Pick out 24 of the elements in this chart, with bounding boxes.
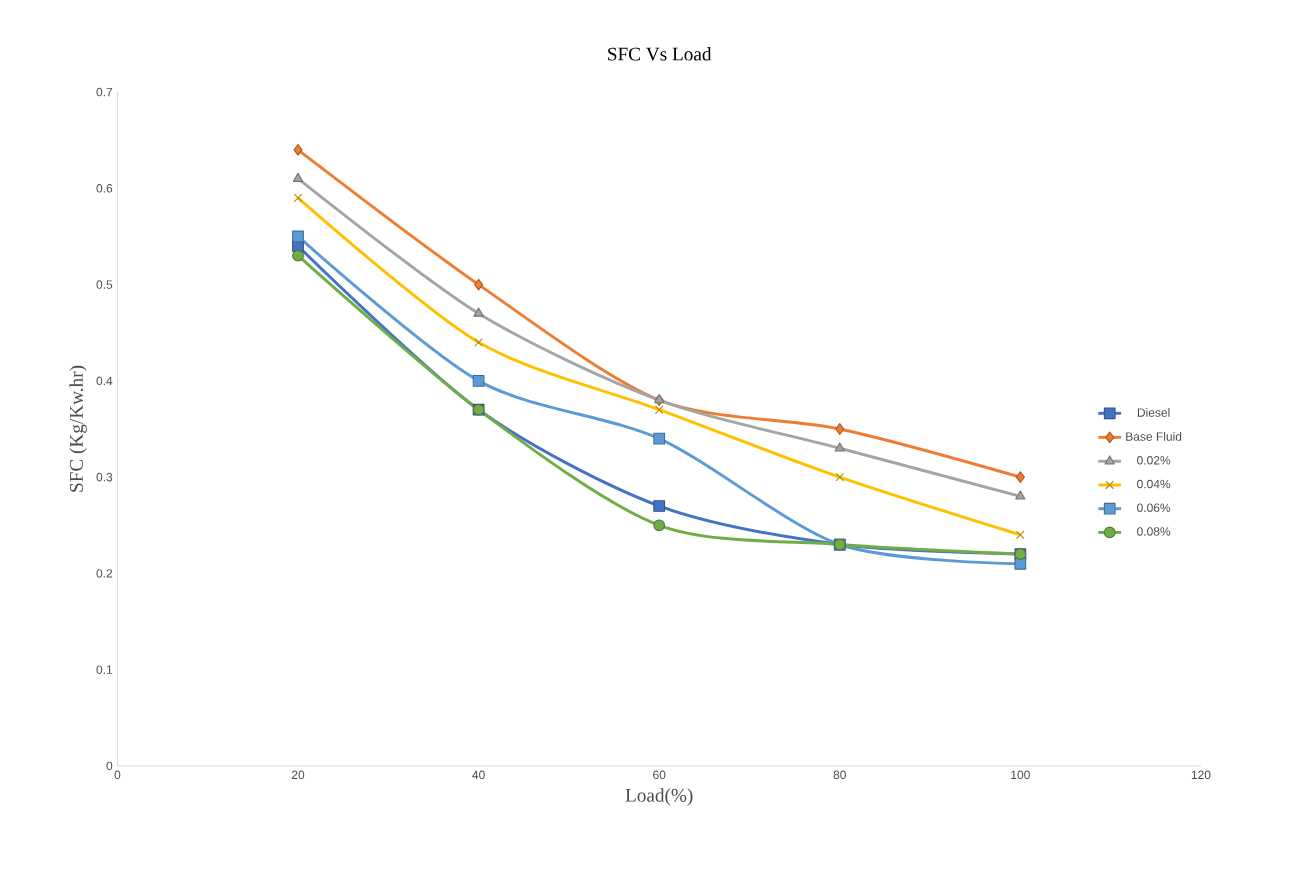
x-axis-title: Load(%) [625,788,693,806]
x-tick-label: 60 [653,770,666,780]
y-tick-label: 0.4 [96,376,113,386]
y-tick-label: 0 [106,761,113,771]
y-tick-label: 0.2 [96,569,113,578]
legend-label: 0.02% [1137,456,1171,465]
x-tick-label: 20 [291,770,305,780]
legend-label: 0.08% [1137,527,1171,536]
y-tick-label: 0.7 [96,87,113,97]
y-tick-label: 0.1 [96,665,113,674]
y-tick-label: 0.6 [96,184,113,193]
x-tick-label: 0 [114,770,121,780]
legend-label: 0.06% [1137,503,1171,513]
y-tick-label: 0.3 [96,472,113,482]
x-tick-label: 100 [1011,770,1030,780]
x-tick-label: 80 [833,770,846,780]
legend-label: Diesel [1137,407,1170,417]
legend-label: Base Fluid [1126,432,1182,441]
x-tick-label: 40 [472,770,485,780]
legend-label: 0.04% [1137,479,1171,489]
y-axis-title: SFC (Kg/Kw.hr) [69,365,87,492]
chart-title: SFC Vs Load [608,47,712,61]
x-tick-label: 120 [1191,770,1211,780]
y-tick-label: 0.5 [96,280,113,289]
